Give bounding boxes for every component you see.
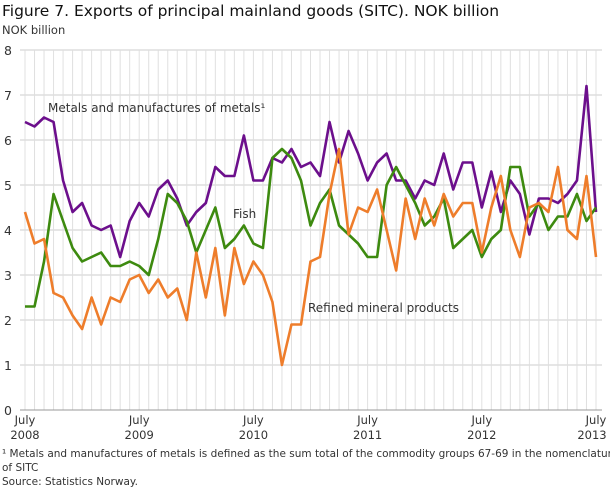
- x-tick-month: July: [585, 413, 607, 427]
- x-tick-year: 2010: [239, 428, 268, 442]
- y-tick-label: 4: [4, 223, 12, 238]
- footnote-continued: of SITC: [2, 462, 39, 474]
- x-tick-year: 2009: [125, 428, 154, 442]
- x-tick-year: 2011: [353, 428, 382, 442]
- x-tick-year: 2012: [467, 428, 496, 442]
- source-note: Source: Statistics Norway.: [2, 476, 138, 488]
- y-tick-label: 7: [4, 88, 12, 103]
- series-label: Metals and manufactures of metals¹: [48, 101, 266, 115]
- y-tick-label: 0: [4, 403, 12, 418]
- series-label: Fish: [233, 207, 256, 221]
- chart-title: Figure 7. Exports of principal mainland …: [2, 2, 500, 20]
- x-tick-month: July: [242, 413, 264, 427]
- series-label: Refined mineral products: [308, 301, 459, 315]
- footnote: ¹ Metals and manufactures of metals is d…: [2, 448, 610, 460]
- y-tick-label: 2: [4, 313, 12, 328]
- y-tick-label: 5: [4, 178, 12, 193]
- x-tick-month: July: [470, 413, 492, 427]
- y-tick-label: 1: [4, 358, 12, 373]
- series-line-0: [24, 84, 598, 259]
- y-tick-label: 3: [4, 268, 12, 283]
- x-tick-year: 2013: [577, 428, 606, 442]
- x-tick-month: July: [356, 413, 378, 427]
- y-tick-label: 6: [4, 133, 12, 148]
- series-line-2: [23, 147, 598, 367]
- series-line-1: [25, 147, 598, 308]
- y-tick-label: 8: [4, 43, 12, 58]
- x-tick-year: 2008: [10, 428, 39, 442]
- x-tick-month: July: [14, 413, 36, 427]
- x-tick-month: July: [128, 413, 150, 427]
- y-axis-unit: NOK billion: [2, 23, 66, 37]
